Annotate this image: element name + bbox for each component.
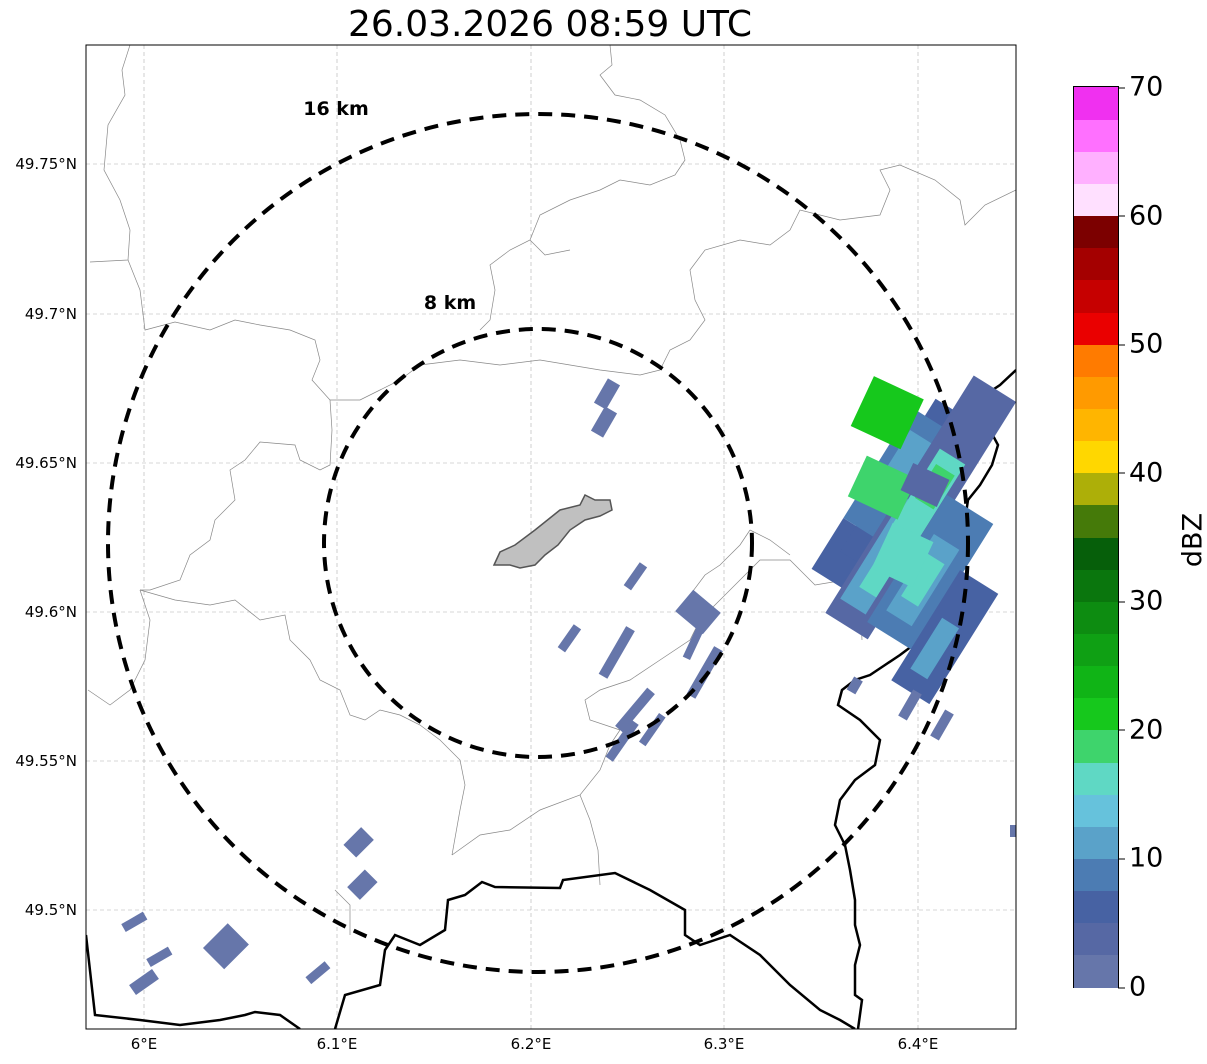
colorbar-label: dBZ [1177, 512, 1207, 568]
map-title: 26.03.2026 08:59 UTC [347, 4, 753, 45]
commune-boundaries [87, 45, 1016, 935]
colorbar-tick-label: 60 [1117, 200, 1163, 231]
colorbar-segment [1074, 312, 1118, 345]
ring-label-16km: 16 km [303, 98, 369, 120]
colorbar-segment [1074, 183, 1118, 217]
national-borders [86, 369, 1016, 1029]
range-rings [106, 112, 970, 974]
colorbar-segment [1074, 665, 1118, 699]
colorbar-segment [1074, 826, 1118, 860]
colorbar-segment [1074, 504, 1118, 538]
lat-label: 49.75°N [15, 155, 77, 173]
colorbar-segment [1074, 697, 1118, 731]
lat-label: 49.55°N [15, 752, 77, 770]
colorbar-segment [1074, 215, 1118, 249]
colorbar-tick-label: 40 [1117, 457, 1163, 488]
lon-label: 6.4°E [897, 1035, 939, 1053]
colorbar-segment [1074, 408, 1118, 442]
city-area [492, 493, 613, 569]
lat-label: 49.5°N [24, 901, 77, 919]
colorbar-segment [1074, 87, 1118, 120]
lat-label: 49.6°N [24, 603, 77, 621]
lat-label: 49.7°N [24, 305, 77, 323]
colorbar-segment [1074, 922, 1118, 956]
colorbar-tick-label: 30 [1117, 586, 1163, 617]
colorbar-segment [1074, 247, 1118, 281]
colorbar [1073, 86, 1119, 988]
colorbar-segment [1074, 601, 1118, 635]
colorbar-segment [1074, 472, 1118, 506]
colorbar-segment [1074, 376, 1118, 410]
lon-label: 6.2°E [510, 1035, 552, 1053]
lat-label: 49.65°N [15, 454, 77, 472]
lon-label: 6.3°E [703, 1035, 745, 1053]
ring-8km [322, 327, 754, 759]
colorbar-tick-label: 50 [1117, 329, 1163, 360]
colorbar-segment [1074, 858, 1118, 892]
colorbar-segment [1074, 537, 1118, 570]
colorbar-segment [1074, 151, 1118, 185]
colorbar-segment [1074, 119, 1118, 152]
ring-label-8km: 8 km [424, 292, 476, 314]
ring-16km [106, 112, 970, 974]
colorbar-segment [1074, 569, 1118, 602]
colorbar-segment [1074, 890, 1118, 924]
colorbar-segment [1074, 633, 1118, 667]
lon-label: 6.1°E [316, 1035, 358, 1053]
colorbar-tick-label: 20 [1117, 714, 1163, 745]
radar-echoes [121, 375, 1016, 995]
colorbar-segment [1074, 794, 1118, 827]
colorbar-segment [1074, 344, 1118, 377]
colorbar-segment [1074, 729, 1118, 763]
lon-label: 6°E [130, 1035, 158, 1053]
colorbar-tick-label: 70 [1117, 72, 1163, 103]
map-frame [85, 44, 1017, 1030]
colorbar-segment [1074, 279, 1118, 313]
colorbar-segment [1074, 762, 1118, 795]
colorbar-tick-label: 0 [1117, 972, 1146, 1003]
colorbar-tick-label: 10 [1117, 843, 1163, 874]
colorbar-segment [1074, 954, 1118, 988]
colorbar-segment [1074, 440, 1118, 474]
